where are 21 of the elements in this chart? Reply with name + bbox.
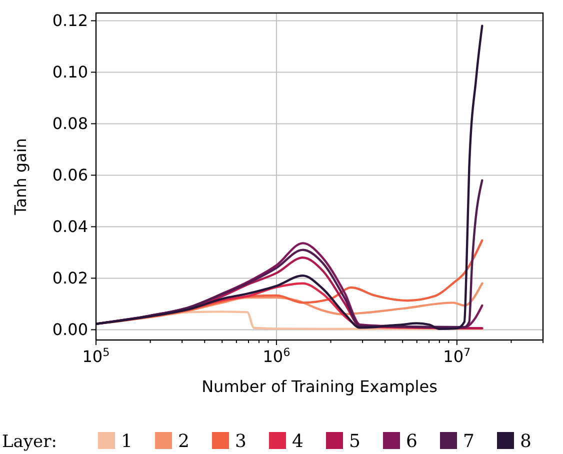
legend-title: Layer: [2,432,57,452]
y-tick-label: 0.04 [52,217,88,236]
x-axis-title: Number of Training Examples [202,377,438,396]
y-tick-label: 0.02 [52,268,88,288]
x-tick-label: 10$^{6}$ [262,346,290,366]
legend-label: 5 [349,431,360,452]
legend-label: 1 [121,431,132,452]
legend-label: 2 [178,431,190,452]
y-tick-label: 0.10 [52,62,88,82]
legend-label: 7 [463,431,474,452]
y-axis-title: Tanh gain [11,138,30,216]
x-tick-label: 10$^{5}$ [82,346,110,366]
x-tick-label: 10$^{7}$ [443,346,471,366]
y-tick-label: 0.12 [52,11,88,30]
y-tick-label: 0.08 [52,114,88,134]
legend-label: 4 [292,431,304,452]
y-tick-label: 0.00 [52,320,88,340]
legend-label: 3 [235,431,246,452]
legend-label: 6 [406,431,418,452]
y-tick-label: 0.06 [52,166,88,185]
legend-label: 8 [520,431,532,452]
